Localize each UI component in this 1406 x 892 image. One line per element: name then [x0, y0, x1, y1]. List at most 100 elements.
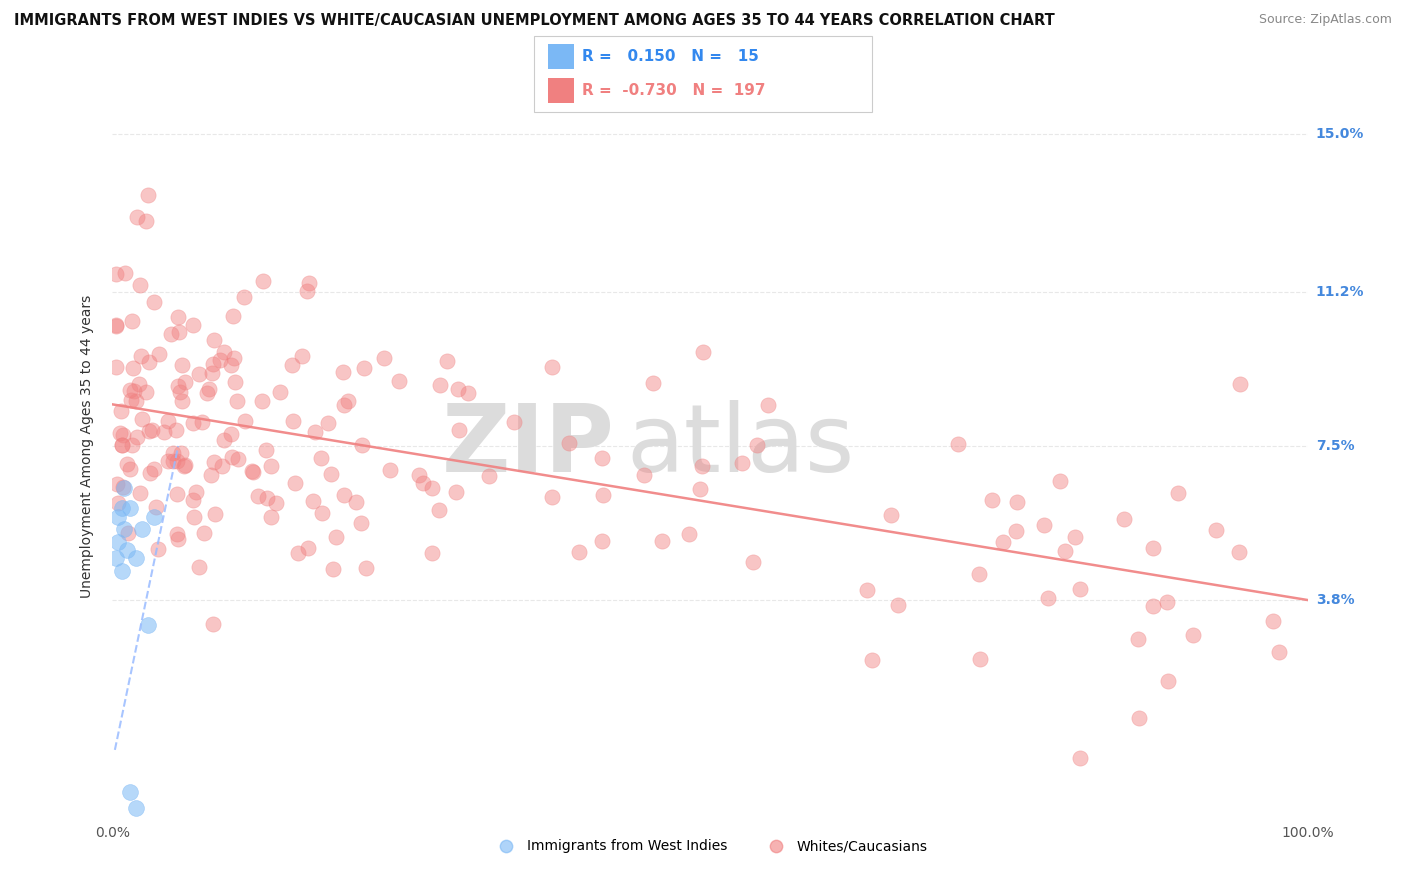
Point: [1036, 591, 1059, 605]
Point: [568, 545, 591, 559]
Point: [181, 416, 204, 430]
Point: [233, 290, 256, 304]
Point: [412, 476, 434, 491]
Point: [337, 393, 360, 408]
Point: [260, 510, 283, 524]
Point: [436, 354, 458, 368]
Point: [297, 541, 319, 556]
Point: [107, 534, 129, 549]
Point: [756, 398, 779, 412]
Point: [319, 467, 342, 481]
Point: [969, 651, 991, 665]
Point: [1112, 512, 1135, 526]
Point: [591, 533, 613, 548]
Point: [1268, 645, 1291, 659]
Point: [170, 359, 193, 373]
Point: [420, 546, 443, 560]
Point: [188, 559, 211, 574]
Point: [201, 367, 224, 381]
Point: [165, 423, 187, 437]
Point: [741, 555, 763, 569]
Point: [129, 485, 152, 500]
Point: [250, 394, 273, 409]
Point: [212, 433, 235, 447]
Point: [124, 384, 146, 398]
Point: [692, 458, 714, 473]
Point: [143, 462, 166, 476]
Point: [1142, 599, 1164, 613]
Point: [153, 425, 176, 439]
Point: [105, 267, 128, 281]
Point: [1128, 632, 1150, 646]
Point: [125, 551, 148, 566]
Point: [264, 496, 287, 510]
Point: [166, 527, 188, 541]
Point: [170, 393, 193, 408]
Point: [226, 452, 249, 467]
Point: [311, 506, 333, 520]
Point: [120, 392, 142, 407]
Point: [887, 598, 910, 612]
Point: [1261, 614, 1284, 628]
Text: atlas: atlas: [627, 400, 855, 492]
Point: [118, 383, 141, 397]
Point: [678, 526, 700, 541]
Point: [138, 618, 160, 632]
Point: [344, 495, 367, 509]
Point: [202, 358, 225, 372]
Point: [181, 492, 204, 507]
Point: [429, 378, 451, 392]
Point: [309, 450, 332, 465]
Point: [200, 468, 222, 483]
Text: 11.2%: 11.2%: [1316, 285, 1364, 299]
Point: [188, 367, 211, 381]
Point: [148, 346, 170, 360]
Point: [105, 319, 128, 334]
Point: [444, 485, 467, 500]
Point: [191, 415, 214, 429]
Point: [281, 358, 304, 372]
Point: [202, 455, 225, 469]
Point: [195, 385, 218, 400]
Point: [967, 566, 990, 581]
Point: [204, 507, 226, 521]
Text: Source: ZipAtlas.com: Source: ZipAtlas.com: [1258, 13, 1392, 27]
Point: [592, 488, 614, 502]
Point: [143, 509, 166, 524]
Point: [373, 351, 395, 366]
Point: [221, 450, 243, 464]
Point: [352, 437, 374, 451]
Point: [211, 459, 233, 474]
Point: [145, 500, 167, 514]
Point: [316, 416, 339, 430]
Point: [304, 425, 326, 440]
Point: [111, 501, 134, 516]
Point: [202, 617, 225, 632]
Text: ZIP: ZIP: [441, 400, 614, 492]
Point: [224, 351, 246, 365]
Point: [1182, 628, 1205, 642]
Point: [350, 516, 373, 530]
Point: [322, 561, 344, 575]
Point: [860, 653, 883, 667]
Point: [162, 454, 184, 468]
Point: [233, 414, 256, 428]
Point: [115, 458, 138, 472]
Point: [260, 459, 283, 474]
Point: [291, 349, 314, 363]
Point: [166, 379, 188, 393]
Point: [1049, 475, 1071, 489]
Point: [138, 355, 160, 369]
Point: [256, 491, 278, 505]
Point: [1167, 486, 1189, 500]
Point: [170, 446, 193, 460]
Point: [457, 386, 479, 401]
Point: [287, 546, 309, 560]
Point: [142, 294, 165, 309]
Point: [125, 211, 148, 225]
Point: [1205, 523, 1227, 537]
Point: [502, 415, 524, 429]
Point: [167, 532, 190, 546]
Point: [332, 398, 354, 412]
Point: [111, 438, 134, 452]
